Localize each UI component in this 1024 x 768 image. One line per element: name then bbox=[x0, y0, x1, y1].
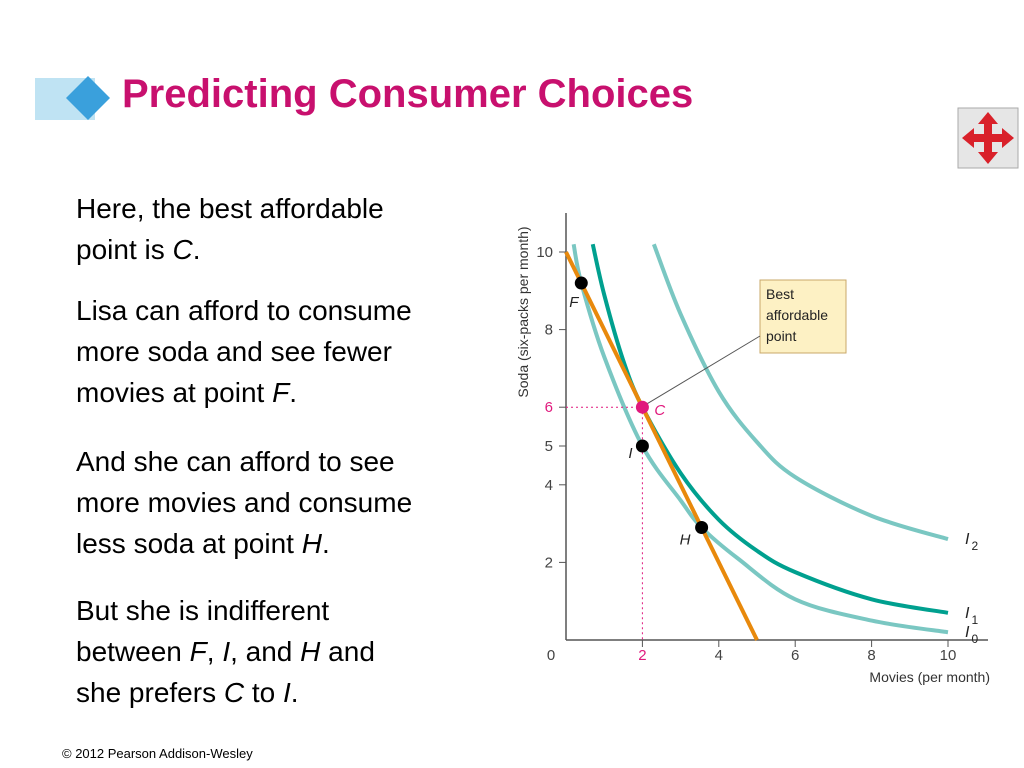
text-span: F bbox=[272, 377, 290, 408]
point-label: I bbox=[628, 445, 632, 462]
text-line: she prefers C to I. bbox=[76, 672, 375, 713]
text-span: more soda and see fewer bbox=[76, 336, 392, 367]
text-span: movies at point bbox=[76, 377, 273, 408]
text-line: movies at point F. bbox=[76, 372, 412, 413]
series-line bbox=[564, 251, 759, 641]
annotation-box bbox=[759, 279, 847, 354]
point-label: H bbox=[680, 531, 691, 548]
text-span: H bbox=[301, 528, 322, 559]
text-line: between F, I, and H and bbox=[76, 631, 375, 672]
x-axis-label: Movies (per month) bbox=[869, 669, 990, 685]
y-tick-label: 8 bbox=[545, 322, 553, 339]
text-line: less soda at point H. bbox=[76, 523, 412, 564]
text-span: she prefers bbox=[76, 677, 224, 708]
x-tick-label: 2 bbox=[638, 647, 646, 664]
text-span: But she is indifferent bbox=[76, 595, 330, 626]
text-span: C bbox=[172, 234, 193, 265]
annotation-leader bbox=[646, 335, 761, 405]
annotation-text: point bbox=[766, 328, 796, 344]
annotation-text: Best bbox=[766, 286, 794, 302]
text-span: less soda at point bbox=[76, 528, 302, 559]
text-span: between bbox=[76, 636, 190, 667]
point bbox=[695, 520, 709, 534]
text-line: Here, the best affordable bbox=[76, 188, 384, 229]
nav-arrows[interactable] bbox=[962, 112, 1014, 164]
nav-button[interactable] bbox=[957, 107, 1019, 169]
text-line: more soda and see fewer bbox=[76, 331, 412, 372]
text-span: Here, the best affordable bbox=[76, 193, 384, 224]
y-tick-label: 5 bbox=[545, 438, 553, 455]
annotation: Best affordable point bbox=[646, 279, 847, 405]
series-label-sub: 1 bbox=[971, 613, 978, 627]
text-span: Lisa can afford to consume bbox=[76, 295, 412, 326]
series-label-main: I bbox=[965, 624, 970, 641]
paragraph: Here, the best affordable point is C. bbox=[76, 188, 384, 270]
text-span: I bbox=[222, 636, 231, 667]
text-line: Lisa can afford to consume bbox=[76, 290, 412, 331]
text-line: more movies and consume bbox=[76, 482, 412, 523]
series-line bbox=[590, 243, 949, 615]
text-span: H bbox=[300, 636, 321, 667]
text-span: And she can afford to see bbox=[76, 446, 395, 477]
point-label: F bbox=[569, 294, 579, 311]
x-tick-label: 8 bbox=[867, 647, 875, 664]
slide-title: Predicting Consumer Choices bbox=[122, 72, 694, 116]
y-axis-label: Soda (six-packs per month) bbox=[515, 226, 531, 397]
text-span: . bbox=[289, 377, 297, 408]
text-line: point is C. bbox=[76, 229, 384, 270]
series-line bbox=[571, 243, 949, 635]
header-diamond bbox=[66, 76, 110, 120]
y-tick-label: 6 bbox=[545, 399, 553, 416]
text-span: . bbox=[321, 528, 330, 559]
text-span: I bbox=[283, 677, 291, 708]
text-span: point is bbox=[76, 234, 173, 265]
text-line: And she can afford to see bbox=[76, 441, 412, 482]
point bbox=[635, 439, 649, 453]
text-span: more movies and consume bbox=[76, 487, 413, 518]
text-span: to bbox=[244, 677, 284, 708]
paragraph: Lisa can afford to consume more soda and … bbox=[76, 290, 412, 413]
y-tick-label: 2 bbox=[545, 554, 553, 571]
text-span: C bbox=[223, 677, 245, 708]
x-tick-label: 4 bbox=[715, 647, 723, 664]
text-line: But she is indifferent bbox=[76, 590, 375, 631]
x-tick-label: 0 bbox=[547, 647, 555, 664]
text-span: . bbox=[192, 234, 201, 265]
point-label: C bbox=[654, 402, 665, 419]
x-tick-label: 6 bbox=[791, 647, 799, 664]
text-span: F bbox=[189, 636, 207, 667]
text-span: . bbox=[290, 677, 299, 708]
series-label-main: I bbox=[965, 605, 970, 622]
text-span: and bbox=[320, 636, 375, 667]
y-tick-label: 10 bbox=[536, 244, 553, 261]
paragraph: And she can afford to see more movies and… bbox=[76, 441, 412, 564]
annotation-text: affordable bbox=[766, 307, 828, 323]
text-span: , bbox=[206, 636, 223, 667]
point bbox=[574, 276, 588, 290]
series-label-sub: 2 bbox=[971, 539, 978, 553]
text-span: , and bbox=[230, 636, 301, 667]
series-label-main: I bbox=[965, 531, 970, 548]
y-tick-label: 4 bbox=[545, 477, 553, 494]
paragraph: But she is indifferent between F, I, and … bbox=[76, 590, 375, 713]
series-label-sub: 0 bbox=[971, 632, 978, 646]
point bbox=[635, 400, 649, 414]
footer: © 2012 Pearson Addison-Wesley bbox=[62, 746, 253, 761]
series-line bbox=[651, 243, 949, 542]
x-tick-label: 10 bbox=[940, 647, 957, 664]
